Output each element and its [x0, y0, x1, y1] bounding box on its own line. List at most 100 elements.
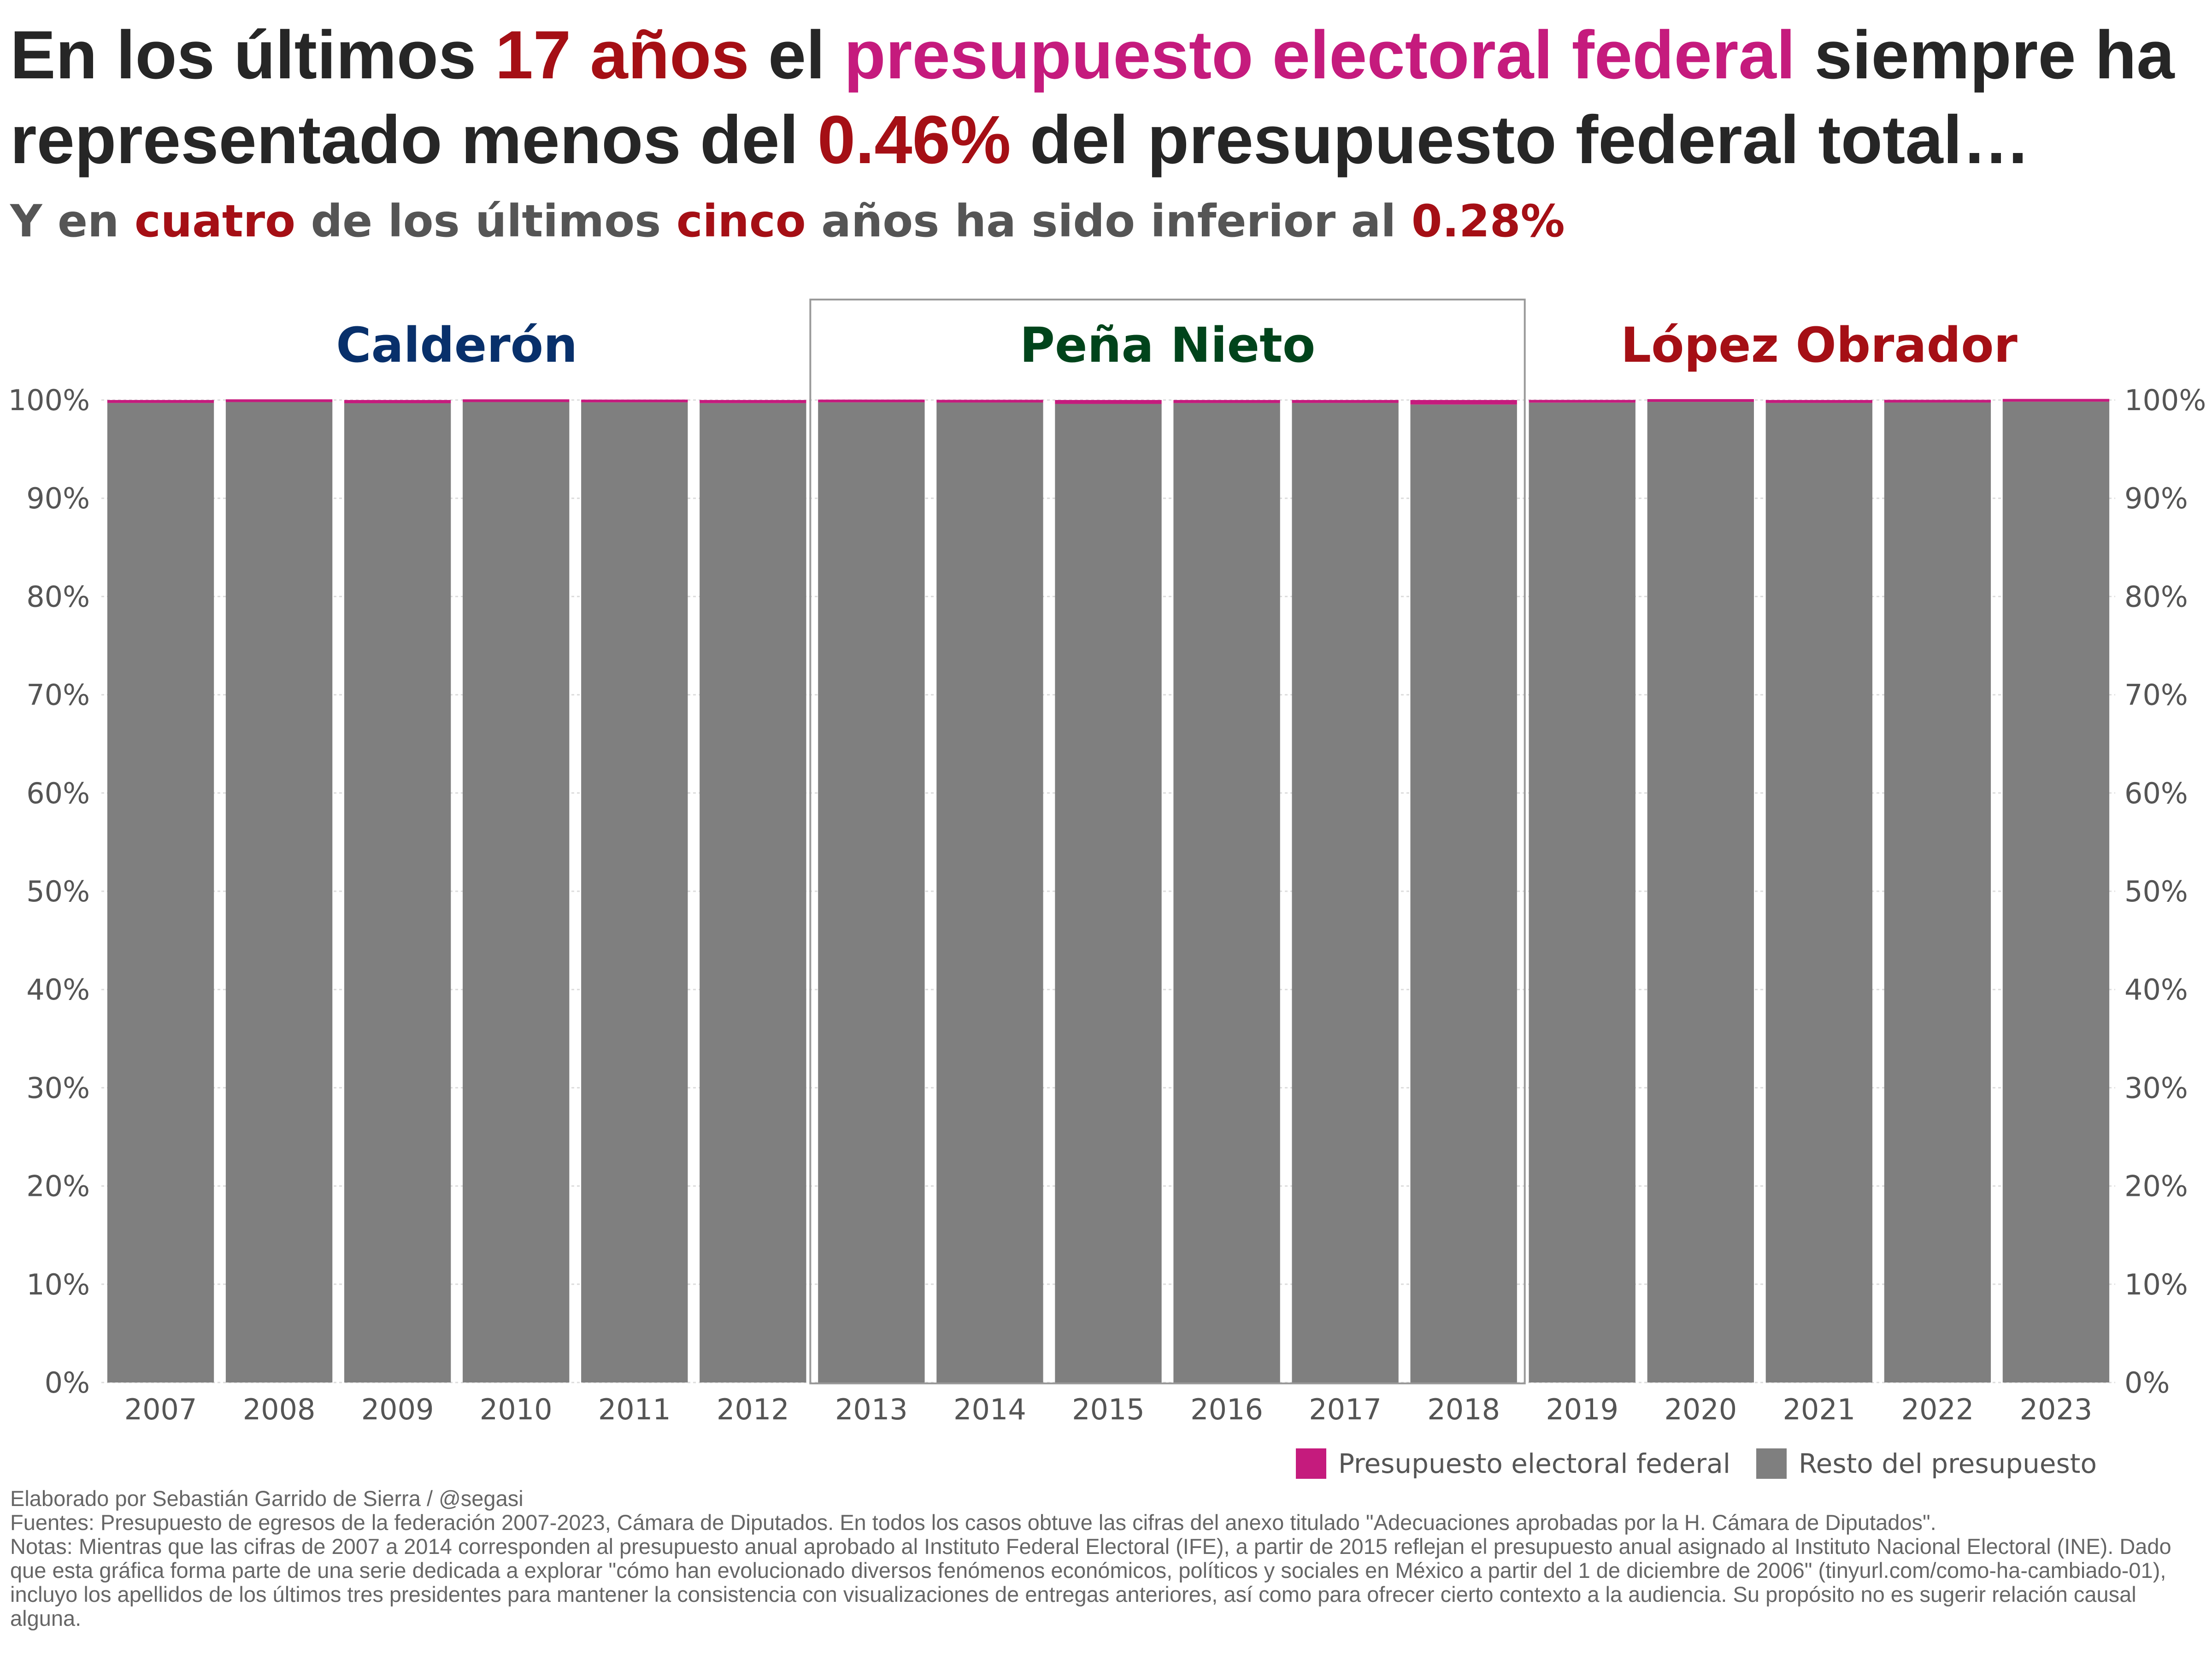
caption-notes: Notas: Mientras que las cifras de 2007 a…: [10, 1535, 2204, 1630]
bar-electoral: [1766, 400, 1872, 403]
legend-swatch-electoral: [1296, 1448, 1326, 1479]
legend-swatch-resto: [1756, 1448, 1787, 1479]
x-tick-label: 2017: [1309, 1393, 1382, 1426]
y-tick-label-left: 60%: [26, 777, 90, 810]
x-tick-label: 2016: [1190, 1393, 1263, 1426]
title-emphasis-percent: 0.46%: [818, 102, 1011, 178]
legend-label-resto: Resto del presupuesto: [1799, 1448, 2097, 1479]
x-tick-label: 2008: [243, 1393, 316, 1426]
period-label: Peña Nieto: [1020, 317, 1316, 373]
stacked-bar-chart: 0% 0% 10% 10% 20% 20% 30% 30% 40% 40% 50% 50% 60% 60%…: [0, 276, 2212, 1438]
bar-electoral: [581, 400, 688, 402]
caption-credit: Elaborado por Sebastián Garrido de Sierr…: [10, 1487, 2204, 1511]
bar-resto: [1529, 403, 1635, 1382]
bar-resto: [107, 403, 214, 1382]
bar-electoral: [1292, 400, 1398, 403]
bar-resto: [463, 402, 569, 1382]
x-tick-label: 2007: [124, 1393, 197, 1426]
y-tick-label-right: 40%: [2124, 973, 2188, 1006]
y-tick-label-left: 30%: [26, 1071, 90, 1105]
period-label: López Obrador: [1621, 317, 2018, 373]
bar-resto: [1766, 403, 1872, 1382]
x-tick-label: 2009: [361, 1393, 434, 1426]
title-text-2: el: [749, 17, 844, 93]
bar-resto: [936, 403, 1043, 1382]
bar-electoral: [463, 399, 569, 402]
y-tick-label-right: 80%: [2124, 580, 2188, 613]
y-tick-label-left: 100%: [8, 383, 90, 417]
bar-electoral: [226, 399, 332, 402]
x-tick-label: 2015: [1072, 1393, 1145, 1426]
chart-caption: Elaborado por Sebastián Garrido de Sierr…: [10, 1487, 2204, 1630]
caption-sources: Fuentes: Presupuesto de egresos de la fe…: [10, 1511, 2204, 1535]
bar-resto: [2003, 402, 2109, 1382]
bar-resto: [226, 402, 332, 1382]
subtitle-text-3: años ha sido inferior al: [806, 195, 1412, 247]
bar-resto: [818, 402, 924, 1382]
chart-title: En los últimos 17 años el presupuesto el…: [10, 13, 2204, 182]
x-tick-label: 2012: [717, 1393, 789, 1426]
x-tick-label: 2021: [1783, 1393, 1855, 1426]
x-tick-label: 2020: [1664, 1393, 1737, 1426]
y-tick-label-left: 50%: [26, 875, 90, 908]
bar-electoral: [936, 400, 1043, 403]
subtitle-text-1: Y en: [10, 195, 135, 247]
y-tick-label-left: 40%: [26, 973, 90, 1006]
bar-electoral: [107, 400, 214, 403]
period-label: Calderón: [336, 317, 577, 373]
title-text-4: del presupuesto federal total…: [1011, 102, 2030, 178]
bar-resto: [581, 402, 688, 1382]
x-tick-label: 2011: [598, 1393, 671, 1426]
subtitle-emphasis-five: cinco: [677, 195, 806, 247]
y-tick-label-left: 80%: [26, 580, 90, 613]
bar-resto: [1173, 403, 1280, 1382]
subtitle-emphasis-four: cuatro: [135, 195, 295, 247]
bar-electoral: [2003, 399, 2109, 402]
x-tick-label: 2014: [953, 1393, 1026, 1426]
y-tick-label-left: 0%: [45, 1366, 90, 1400]
subtitle-emphasis-percent: 0.28%: [1412, 195, 1565, 247]
bar-resto: [1647, 402, 1754, 1382]
bar-resto: [1292, 403, 1398, 1382]
x-tick-label: 2018: [1427, 1393, 1500, 1426]
y-tick-label-right: 70%: [2124, 678, 2188, 712]
legend-label-electoral: Presupuesto electoral federal: [1338, 1448, 1730, 1479]
title-emphasis-electoral: presupuesto electoral federal: [844, 17, 1795, 93]
bar-resto: [700, 403, 806, 1382]
bar-resto: [1411, 405, 1517, 1382]
bar-resto: [344, 403, 451, 1382]
x-tick-label: 2013: [835, 1393, 908, 1426]
bar-electoral: [1411, 400, 1517, 405]
bar-resto: [1055, 404, 1161, 1382]
y-tick-label-right: 20%: [2124, 1170, 2188, 1203]
x-tick-label: 2010: [480, 1393, 553, 1426]
y-tick-label-right: 10%: [2124, 1268, 2188, 1301]
y-tick-label-left: 20%: [26, 1170, 90, 1203]
y-tick-label-right: 50%: [2124, 875, 2188, 908]
y-tick-label-right: 100%: [2124, 383, 2206, 417]
bar-electoral: [1529, 400, 1635, 403]
bar-resto: [1884, 403, 1991, 1382]
bar-electoral: [1055, 400, 1161, 404]
y-tick-label-right: 90%: [2124, 482, 2188, 515]
subtitle-text-2: de los últimos: [295, 195, 677, 247]
x-tick-label: 2019: [1546, 1393, 1618, 1426]
y-tick-label-right: 60%: [2124, 777, 2188, 810]
bar-electoral: [700, 400, 806, 403]
y-tick-label-right: 0%: [2124, 1366, 2170, 1400]
chart-legend: Presupuesto electoral federal Resto del …: [1270, 1448, 2097, 1479]
bar-electoral: [1647, 399, 1754, 402]
chart-subtitle: Y en cuatro de los últimos cinco años ha…: [10, 194, 2176, 249]
x-tick-label: 2023: [2020, 1393, 2093, 1426]
bar-electoral: [818, 400, 924, 402]
y-tick-label-left: 10%: [26, 1268, 90, 1301]
legend-item-electoral: Presupuesto electoral federal: [1296, 1448, 1730, 1479]
y-tick-label-right: 30%: [2124, 1071, 2188, 1105]
legend-item-resto: Resto del presupuesto: [1756, 1448, 2097, 1479]
title-emphasis-years: 17 años: [495, 17, 749, 93]
x-tick-label: 2022: [1901, 1393, 1974, 1426]
y-tick-label-left: 70%: [26, 678, 90, 712]
title-text-1: En los últimos: [10, 17, 495, 93]
y-tick-label-left: 90%: [26, 482, 90, 515]
bar-electoral: [1173, 400, 1280, 403]
